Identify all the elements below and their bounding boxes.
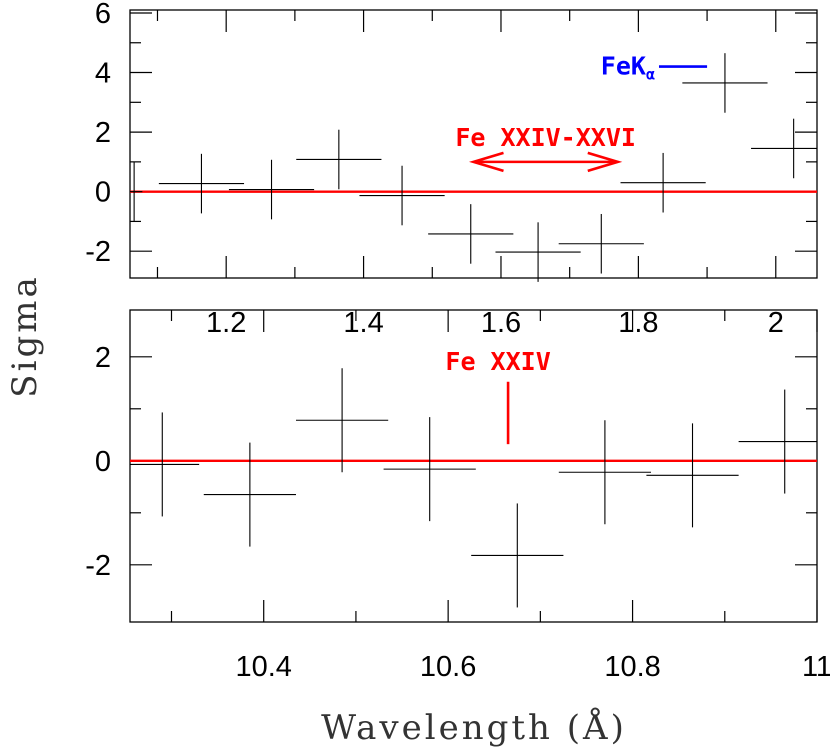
data-point: [295, 368, 389, 473]
data-point: [359, 165, 445, 226]
data-point: [296, 129, 382, 190]
y-tick-label: 2: [95, 117, 111, 149]
data-point: [620, 152, 706, 213]
data-point: [428, 204, 514, 264]
plot-frame: [129, 309, 818, 623]
x-tick-label: 11: [802, 651, 830, 683]
x-tick-label: 1.6: [481, 307, 521, 339]
y-tick-label: 0: [95, 177, 111, 209]
annotation-label: Fe XXIV-XXVI: [455, 123, 636, 152]
annotation-label: FeKα: [601, 52, 655, 84]
data-point: [228, 159, 315, 220]
y-tick-label: 6: [95, 0, 111, 30]
y-tick-label: -2: [85, 236, 111, 268]
data-point: [471, 503, 564, 608]
top-panel: 1.2 1.4 1.6 1.8 2 -2 0 2 4 6 Fe XXIV-XXVI FeKα: [85, 0, 818, 339]
data-point: [203, 442, 296, 547]
data-point: [646, 423, 739, 528]
plot-frame: [129, 9, 818, 279]
annotation-label: Fe XXIV: [445, 347, 550, 376]
y-tick-label: -2: [85, 550, 111, 582]
data-point: [130, 161, 143, 222]
bottom-panel: 10.4 10.6 10.8 11 -2 0 2 Fe XXIV: [85, 309, 830, 683]
data-point: [738, 389, 817, 494]
fe-xxiv-xxvi-annotation: Fe XXIV-XXVI: [455, 123, 636, 173]
y-axis-title: Sigma: [5, 274, 45, 397]
x-tick-label: 1.8: [618, 307, 658, 339]
x-tick-label: 10.4: [235, 651, 291, 683]
data-point: [495, 222, 581, 282]
fe-xxiv-annotation: Fe XXIV: [445, 347, 551, 445]
y-tick-label: 0: [95, 446, 111, 478]
x-axis-title: Wavelength (Å): [321, 707, 627, 748]
x-tick-label: 1.4: [343, 307, 383, 339]
data-point: [682, 53, 768, 113]
x-tick-label: 1.2: [206, 307, 246, 339]
fe-k-alpha-annotation: FeKα: [601, 52, 708, 84]
y-tick-label: 2: [95, 342, 111, 374]
x-tick-label: 2: [768, 307, 784, 339]
data-point: [383, 417, 476, 522]
data-point: [751, 118, 817, 179]
data-point: [558, 213, 644, 274]
y-tick-label: 4: [95, 58, 111, 90]
x-tick-label: 10.6: [420, 651, 476, 683]
data-point: [158, 153, 245, 214]
data-point: [130, 412, 200, 517]
data-point: [558, 420, 652, 525]
x-tick-label: 10.8: [604, 651, 660, 683]
